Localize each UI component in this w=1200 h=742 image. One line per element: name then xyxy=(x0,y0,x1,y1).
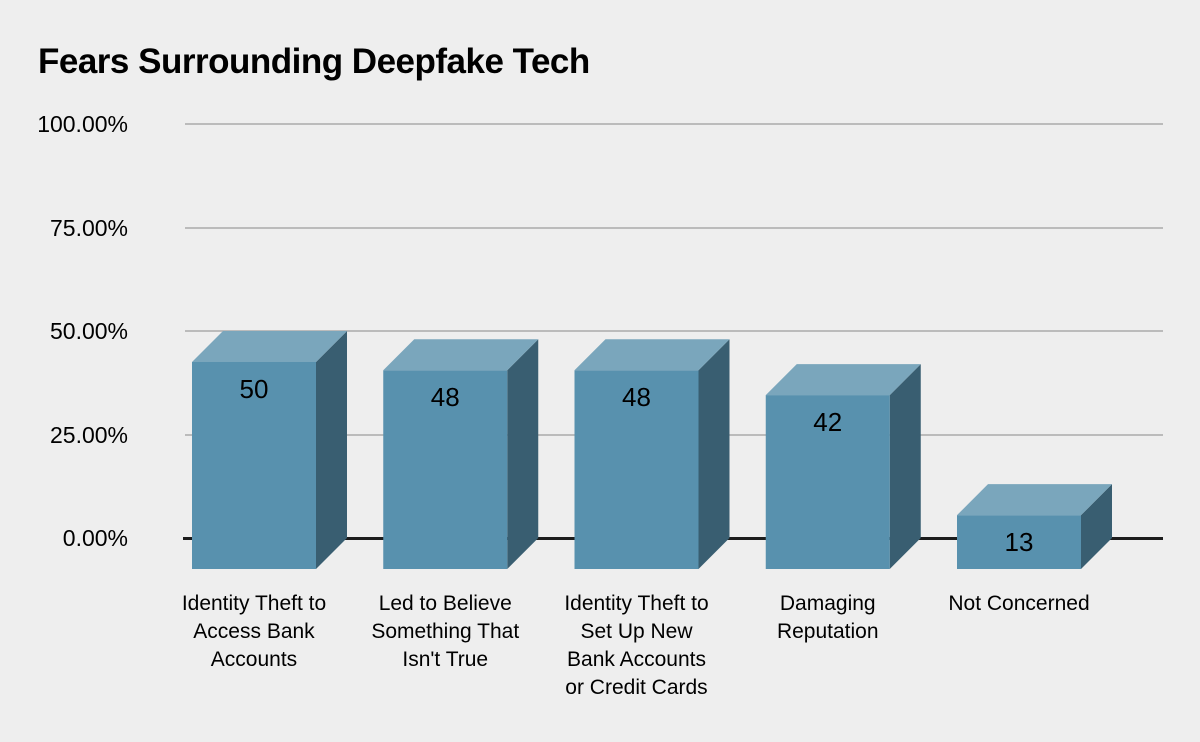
bar-4 xyxy=(957,484,1112,569)
bar-2 xyxy=(574,339,730,569)
bar-front-face xyxy=(765,395,890,569)
bar-side-face xyxy=(698,339,730,569)
bar-0 xyxy=(192,331,347,569)
bar-value-label: 42 xyxy=(813,407,843,438)
bar-top-face xyxy=(574,339,730,371)
bar-side-face xyxy=(889,364,921,569)
bar-front-face xyxy=(574,370,699,569)
y-axis-tick-label: 75.00% xyxy=(49,214,128,241)
x-axis-category-label: Not Concerned xyxy=(948,592,1090,615)
y-axis-tick-label: 100.00% xyxy=(37,111,128,137)
x-axis-category-label: Led to Believe Something That Isn't True xyxy=(371,592,520,671)
bar-top-face xyxy=(957,484,1112,516)
gridline-75 xyxy=(185,226,1163,229)
x-axis-category-label: Identity Theft to Set Up New Bank Accoun… xyxy=(564,592,709,699)
bar-value-label: 48 xyxy=(430,382,460,413)
bar-value-label: 48 xyxy=(622,382,651,413)
y-axis-tick-label: 50.00% xyxy=(49,318,128,344)
x-axis-category-label: Identity Theft to Access Bank Accounts xyxy=(181,592,327,671)
y-axis-tick-label: 25.00% xyxy=(49,421,128,448)
bar-top-face xyxy=(192,331,347,362)
bar-3 xyxy=(765,364,921,569)
bar-1 xyxy=(383,339,539,569)
bar-side-face xyxy=(1081,484,1112,569)
bar-front-face xyxy=(957,515,1081,569)
gridline-100 xyxy=(185,123,1163,125)
y-axis-tick-label: 0.00% xyxy=(62,525,128,551)
bar-top-face xyxy=(765,364,921,396)
bar-side-face xyxy=(507,339,539,569)
bar-side-face xyxy=(316,331,347,569)
gridline-50 xyxy=(185,330,1163,332)
bar-front-face xyxy=(192,362,316,569)
bar-value-label: 13 xyxy=(1004,527,1034,558)
x-axis-category-label: Damaging Reputation xyxy=(776,592,879,643)
bar-value-label: 50 xyxy=(239,374,269,404)
chart-title: Fears Surrounding Deepfake Tech xyxy=(38,42,590,81)
bar-top-face xyxy=(383,339,539,371)
bar-front-face xyxy=(383,370,508,569)
